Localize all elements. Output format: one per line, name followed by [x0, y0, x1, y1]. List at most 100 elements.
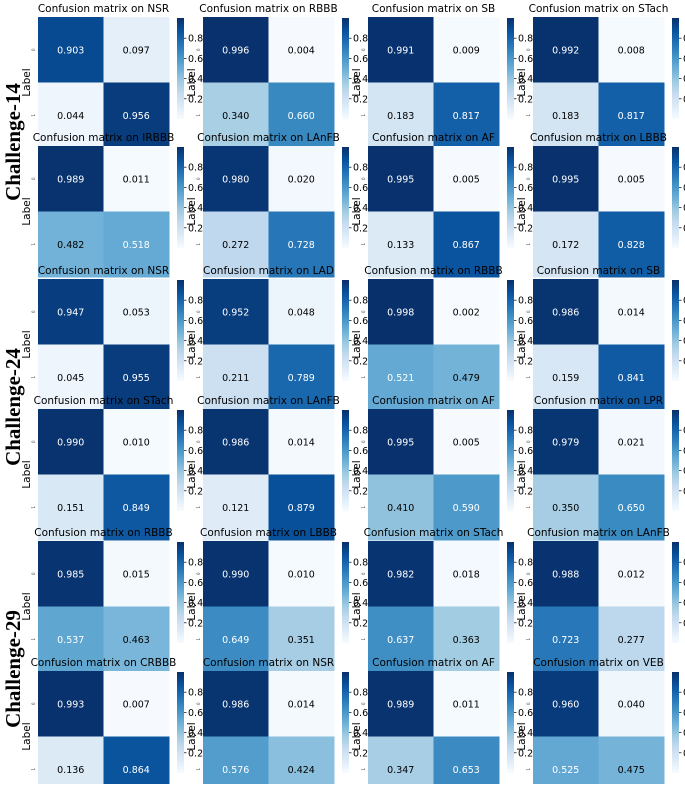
heatmap-cell: [433, 344, 500, 411]
cell-value-label: 0.183: [387, 111, 414, 122]
cell-value-label: 0.947: [57, 307, 84, 318]
cell-value-label: 0.097: [123, 45, 150, 56]
colorbar-tick-label: 0.2: [518, 94, 533, 105]
heatmap-cell: [268, 82, 335, 149]
cell-value-label: 0.002: [453, 307, 480, 318]
colorbar-tick-label: 0.8: [518, 34, 533, 45]
cell-value-label: 0.350: [552, 503, 579, 514]
y-tick-label: 0: [361, 48, 366, 51]
colorbar-tick-label: 0.8: [353, 296, 368, 307]
colorbar-tick-label: 0.8: [188, 558, 203, 569]
heatmap-cell: [598, 736, 665, 799]
colorbar-tick-label: 0.6: [188, 578, 203, 589]
panel-title: Confusion matrix on LAnFB: [527, 527, 670, 539]
heatmap-cell: [433, 409, 500, 475]
y-tick-label: 1: [526, 768, 531, 771]
heatmap-cell: [433, 279, 500, 345]
colorbar: [507, 410, 514, 511]
colorbar-tick-label: 0.4: [188, 598, 203, 609]
cell-value-label: 0.518: [123, 240, 150, 251]
y-tick-label: 0: [526, 440, 531, 443]
heatmap-cell: [598, 474, 665, 541]
colorbar-tick-label: 0.8: [188, 296, 203, 307]
cell-value-label: 0.637: [387, 635, 414, 646]
y-tick-label: 0: [196, 572, 201, 575]
cell-value-label: 0.728: [288, 240, 315, 251]
cell-value-label: 0.351: [288, 635, 315, 646]
y-axis-label: Label: [351, 722, 363, 750]
colorbar-tick-label: 0.8: [683, 296, 685, 307]
colorbar-tick-label: 0.2: [683, 748, 685, 759]
y-axis-label: Label: [516, 197, 528, 225]
heatmap-cell: [533, 17, 599, 83]
heatmap-cell: [38, 82, 104, 149]
heatmap-cell: [533, 474, 599, 541]
y-axis-label: Label: [516, 460, 528, 488]
heatmap-cell: [533, 82, 599, 149]
colorbar-tick-label: 0.2: [188, 486, 203, 497]
y-tick-label: 0: [31, 572, 36, 575]
colorbar-tick-label: 0.8: [353, 688, 368, 699]
colorbar-tick-label: 0.6: [518, 316, 533, 327]
heatmap-cell: [38, 736, 104, 799]
y-tick-label: 0: [196, 702, 201, 705]
heatmap-cell: [268, 146, 335, 212]
heatmap-cell: [38, 17, 104, 83]
y-tick-label: 0: [526, 310, 531, 313]
heatmap-cell: [598, 82, 665, 149]
y-tick-label: 1: [361, 243, 366, 246]
cell-value-label: 0.014: [288, 437, 315, 448]
heatmap-cell: [598, 541, 665, 607]
y-tick-label: 0: [196, 48, 201, 51]
panel-title: Confusion matrix on LPR: [534, 395, 663, 407]
cell-value-label: 0.955: [123, 373, 150, 384]
cell-value-label: 0.998: [387, 307, 414, 318]
panel-title: Confusion matrix on LAD: [203, 265, 334, 277]
colorbar-tick-label: 0.2: [683, 618, 685, 629]
colorbar-tick-label: 0.6: [518, 446, 533, 457]
colorbar-tick-label: 0.6: [683, 708, 685, 719]
colorbar-tick-label: 0.4: [188, 336, 203, 347]
colorbar-tick-label: 0.8: [683, 558, 685, 569]
colorbar-tick-label: 0.2: [188, 356, 203, 367]
cell-value-label: 0.828: [618, 240, 645, 251]
heatmap-cell: [533, 279, 599, 345]
heatmap-cell: [533, 344, 599, 411]
colorbar-tick-label: 0.6: [188, 183, 203, 194]
cell-value-label: 0.660: [288, 111, 315, 122]
heatmap-cell: [368, 671, 434, 737]
cell-value-label: 0.650: [618, 503, 645, 514]
cell-value-label: 0.986: [552, 307, 579, 318]
colorbar-tick-label: 0.2: [518, 356, 533, 367]
y-tick-label: 1: [361, 506, 366, 509]
colorbar-tick-label: 0.6: [353, 54, 368, 65]
colorbar: [672, 672, 679, 773]
y-axis-label: Label: [351, 197, 363, 225]
colorbar-tick-label: 0.6: [188, 54, 203, 65]
panel-title: Confusion matrix on NSR: [38, 265, 169, 277]
cell-value-label: 0.867: [453, 240, 480, 251]
cell-value-label: 0.991: [387, 45, 414, 56]
colorbar-tick-label: 0.2: [683, 356, 685, 367]
cell-value-label: 0.340: [222, 111, 249, 122]
colorbar-tick-label: 0.8: [518, 688, 533, 699]
y-axis-label: Label: [21, 197, 33, 225]
colorbar-tick-label: 0.6: [683, 183, 685, 194]
colorbar-tick-label: 0.2: [683, 486, 685, 497]
heatmap-cell: [38, 606, 104, 673]
cell-value-label: 0.007: [123, 699, 150, 710]
cell-value-label: 0.008: [618, 45, 645, 56]
cell-value-label: 0.956: [123, 111, 150, 122]
cell-value-label: 0.475: [618, 765, 645, 776]
cell-value-label: 0.183: [552, 111, 579, 122]
y-axis-label: Label: [186, 68, 198, 96]
y-tick-label: 1: [361, 376, 366, 379]
cell-value-label: 0.014: [288, 699, 315, 710]
cell-value-label: 0.995: [387, 174, 414, 185]
cell-value-label: 0.053: [123, 307, 150, 318]
y-tick-label: 0: [196, 177, 201, 180]
panel-title: Confusion matrix on STach: [529, 3, 669, 15]
colorbar-tick-label: 0.6: [188, 316, 203, 327]
heatmap-cell: [203, 736, 269, 799]
